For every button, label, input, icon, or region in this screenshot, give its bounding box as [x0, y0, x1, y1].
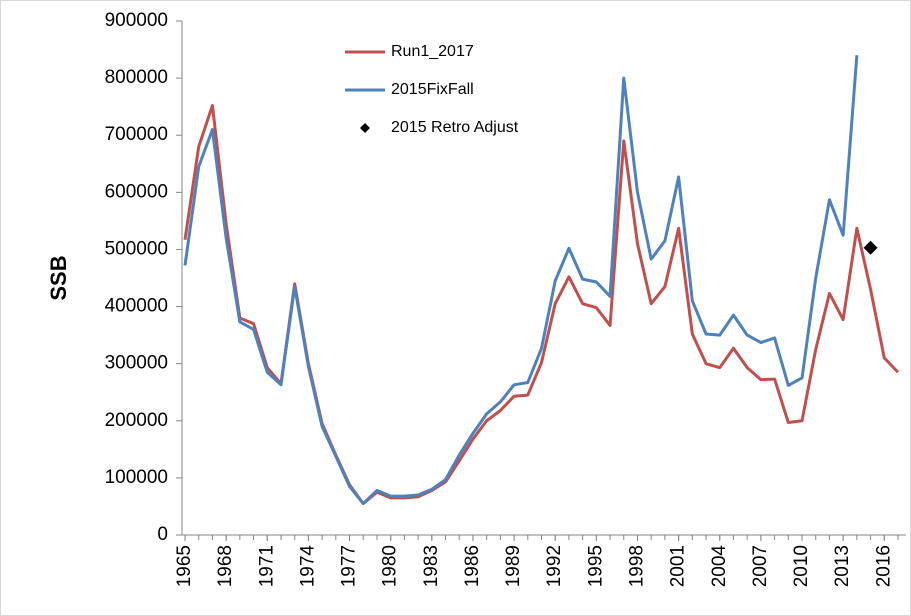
- x-tick-label: 1968: [215, 545, 236, 587]
- y-axis-label: SSB: [46, 255, 71, 300]
- x-tick-label: 1995: [585, 545, 606, 587]
- y-tick-label: 0: [157, 524, 168, 545]
- y-tick-label: 100000: [105, 467, 168, 488]
- legend-label: 2015 Retro Adjust: [391, 119, 519, 136]
- x-tick-label: 1977: [339, 545, 360, 587]
- x-tick-label: 2004: [709, 545, 730, 588]
- x-tick-label: 1986: [462, 545, 483, 587]
- series-line: [183, 55, 859, 506]
- x-tick-label: 2013: [832, 545, 853, 587]
- legend-label: Run1_2017: [391, 43, 474, 60]
- x-tick-label: 2007: [750, 545, 771, 587]
- x-tick-label: 1965: [174, 545, 195, 587]
- legend-marker: [360, 123, 370, 133]
- y-tick-label: 800000: [105, 67, 168, 88]
- x-tick-label: 2001: [668, 545, 689, 587]
- x-tick-label: 1971: [256, 545, 277, 587]
- point-marker: [863, 240, 878, 255]
- legend-label: 2015FixFall: [391, 81, 474, 98]
- x-tick-label: 1992: [544, 545, 565, 587]
- x-tick-label: 2016: [873, 545, 894, 587]
- x-tick-label: 1980: [380, 545, 401, 587]
- x-tick-label: 2010: [791, 545, 812, 587]
- y-tick-label: 300000: [105, 353, 168, 374]
- x-tick-label: 1989: [503, 545, 524, 587]
- x-tick-label: 1983: [421, 545, 442, 587]
- y-tick-label: 900000: [105, 10, 168, 31]
- y-tick-label: 700000: [105, 124, 168, 145]
- y-tick-label: 400000: [105, 296, 168, 317]
- x-tick-label: 1974: [297, 545, 318, 588]
- y-tick-label: 600000: [105, 181, 168, 202]
- x-tick-label: 1998: [626, 545, 647, 587]
- y-tick-label: 200000: [105, 410, 168, 431]
- y-tick-label: 500000: [105, 238, 168, 259]
